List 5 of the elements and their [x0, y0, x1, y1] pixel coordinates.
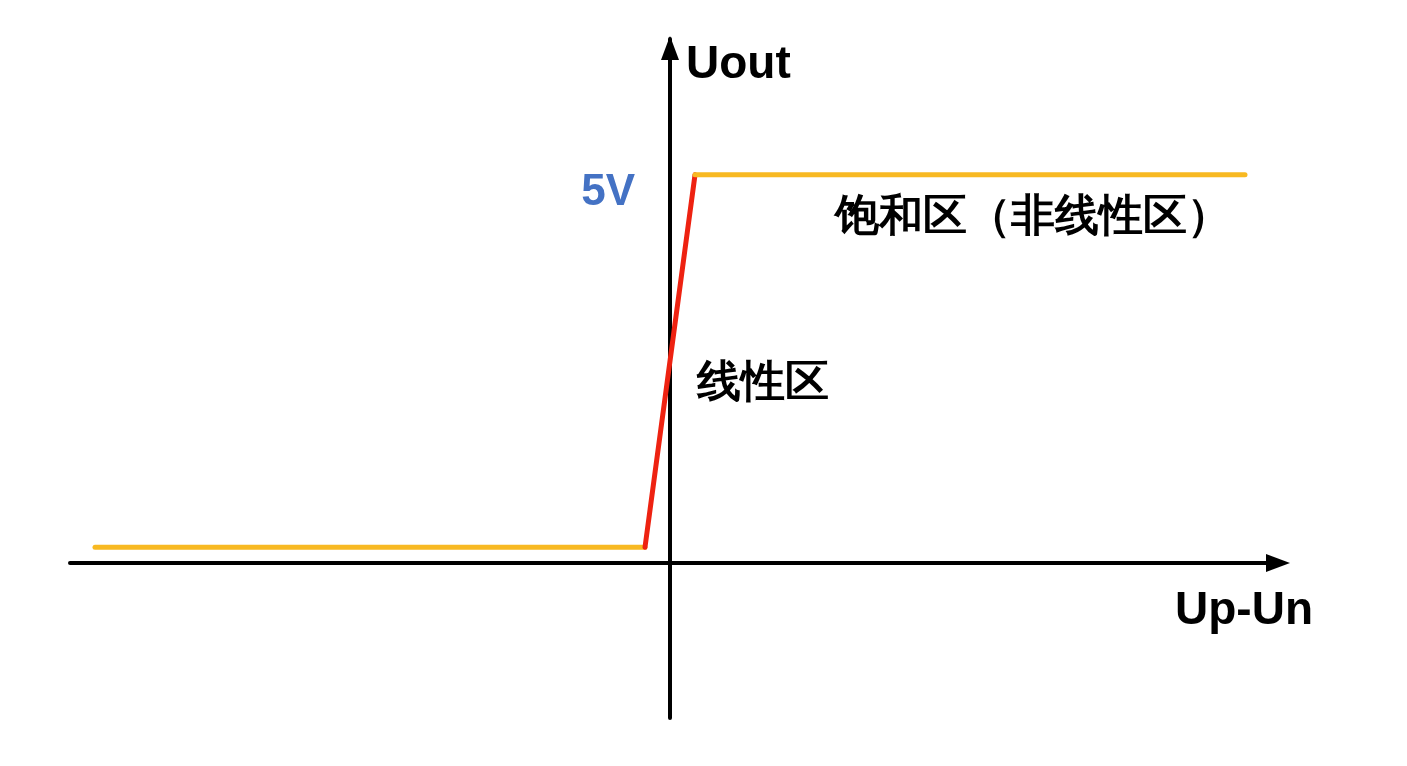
- annotation: 5V: [581, 165, 636, 215]
- x-axis-title: Up-Un: [1175, 581, 1313, 634]
- y-axis-title: Uout: [686, 36, 791, 88]
- annotation: 线性区: [696, 355, 829, 405]
- annotation: 饱和区（非线性区）: [833, 190, 1231, 240]
